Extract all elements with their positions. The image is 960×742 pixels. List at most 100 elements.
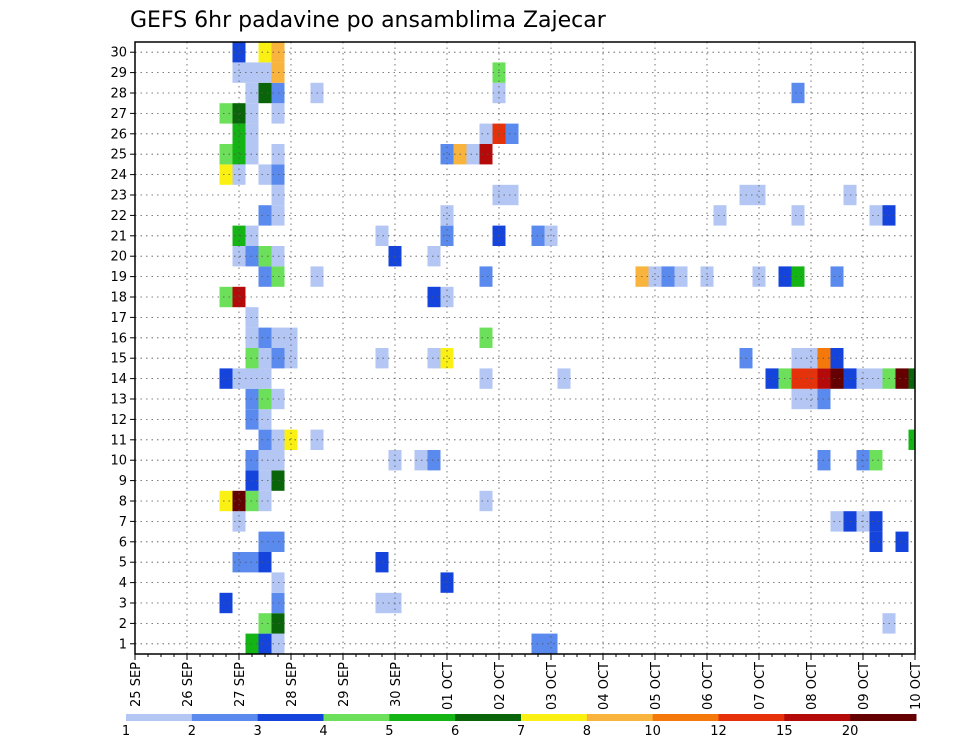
heatmap-cell xyxy=(258,266,272,287)
y-tick-label: 29 xyxy=(110,66,127,81)
y-tick-label: 5 xyxy=(119,556,127,571)
heatmap-cell xyxy=(648,266,662,287)
heatmap-cell xyxy=(232,144,246,165)
heatmap-cell xyxy=(752,266,766,287)
y-tick-label: 24 xyxy=(110,168,127,183)
colorbar-label: 8 xyxy=(583,724,591,739)
x-tick-label: 01 OCT xyxy=(441,662,456,710)
x-tick-label: 06 OCT xyxy=(701,662,716,710)
y-tick-label: 27 xyxy=(110,107,127,122)
y-tick-label: 28 xyxy=(110,87,127,102)
y-tick-label: 17 xyxy=(110,311,127,326)
heatmap-cell xyxy=(661,266,675,287)
x-tick-label: 27 SEP xyxy=(233,662,248,707)
heatmap-cell xyxy=(219,164,233,185)
heatmap-cell xyxy=(232,246,246,267)
colorbar-swatch xyxy=(652,714,719,721)
y-tick-label: 3 xyxy=(119,597,127,612)
heatmap-cell xyxy=(791,368,805,389)
x-tick-label: 04 OCT xyxy=(597,662,612,710)
grid-lines xyxy=(135,42,915,654)
heatmap-cell xyxy=(258,82,272,104)
colorbar-label: 1 xyxy=(122,724,130,739)
heatmap-cell xyxy=(284,429,298,450)
heatmap-cell xyxy=(258,164,272,185)
y-tick-label: 20 xyxy=(110,250,127,265)
y-tick-label: 2 xyxy=(119,617,127,632)
colorbar-swatch xyxy=(257,714,324,721)
heatmap-cell xyxy=(232,42,246,63)
heatmap-cell xyxy=(544,633,558,654)
heatmap-cell xyxy=(895,531,909,552)
x-tick-label: 28 SEP xyxy=(285,662,300,707)
colorbar-swatch xyxy=(191,714,259,721)
heatmap-cell xyxy=(258,327,272,348)
heatmap-cell xyxy=(258,368,272,389)
chart-title: GEFS 6hr padavine po ansamblima Zajecar xyxy=(130,8,607,33)
colorbar-label: 4 xyxy=(319,724,327,739)
y-tick-label: 19 xyxy=(110,270,127,285)
heatmap-cell xyxy=(427,246,441,267)
colorbar-label: 6 xyxy=(451,724,459,739)
heatmap-cell xyxy=(284,327,298,348)
heatmap-cell xyxy=(258,42,272,63)
heatmap-cell xyxy=(219,592,233,614)
heatmap-cell xyxy=(258,246,272,267)
y-tick-label: 13 xyxy=(110,393,127,408)
heatmap-cell xyxy=(830,511,844,532)
heatmap-cell xyxy=(479,266,493,287)
y-tick-label: 12 xyxy=(110,413,127,428)
colorbar-label: 20 xyxy=(842,724,859,739)
heatmap-cell xyxy=(869,531,883,552)
colorbar-label: 7 xyxy=(517,724,525,739)
y-tick-label: 6 xyxy=(119,535,127,550)
y-tick-label: 25 xyxy=(110,148,127,163)
colorbar-label: 2 xyxy=(188,724,196,739)
colorbar-legend: 1 2 3 4 5 6 7 8 10 12 15 20 xyxy=(122,714,917,739)
y-tick-label: 15 xyxy=(110,352,127,367)
heatmap-cell xyxy=(232,286,246,308)
heatmap-cell xyxy=(258,62,272,83)
heatmap-cell xyxy=(466,144,480,165)
x-tick-label: 29 SEP xyxy=(337,662,352,707)
heatmap-cell xyxy=(791,388,805,410)
colorbar-swatch xyxy=(784,714,851,721)
heatmap-cell xyxy=(479,123,493,144)
heatmap-cell xyxy=(375,552,389,573)
heatmap-cell xyxy=(479,144,493,165)
x-tick-label: 05 OCT xyxy=(649,662,664,710)
heatmap-cell xyxy=(427,450,441,471)
x-tick-label: 25 SEP xyxy=(129,662,144,707)
y-tick-label: 21 xyxy=(110,229,127,244)
x-tick-label: 30 SEP xyxy=(389,662,404,707)
y-tick-label: 18 xyxy=(110,291,127,306)
heatmap-cell xyxy=(440,572,454,593)
x-axis: 25 SEP 26 SEP 27 SEP 28 SEP 29 SEP 30 SEP 01 O… xyxy=(129,654,924,710)
heatmap-cell xyxy=(258,613,272,634)
heatmap-cell xyxy=(791,348,805,369)
heatmap-cell xyxy=(258,633,272,654)
x-tick-label: 07 OCT xyxy=(753,662,768,710)
y-tick-label: 1 xyxy=(119,637,127,652)
y-tick-label: 9 xyxy=(119,474,127,489)
x-tick-label: 02 OCT xyxy=(493,662,508,710)
heatmap-cell xyxy=(791,266,805,287)
heatmap-cell xyxy=(427,286,441,308)
heatmap-cell xyxy=(479,490,493,512)
heatmap-cells xyxy=(219,42,915,654)
heatmap-cell xyxy=(869,511,883,532)
colorbar-label: 10 xyxy=(644,724,661,739)
heatmap-cell xyxy=(232,103,246,124)
y-tick-label: 11 xyxy=(110,433,127,448)
heatmap-cell xyxy=(440,286,454,308)
colorbar-label: 12 xyxy=(710,724,727,739)
y-tick-label: 23 xyxy=(110,189,127,204)
heatmap-cell xyxy=(440,205,454,226)
x-tick-label: 10 OCT xyxy=(909,662,924,710)
heatmap-cell xyxy=(375,592,389,614)
y-tick-label: 7 xyxy=(119,515,127,530)
heatmap-cell xyxy=(258,429,272,450)
y-tick-label: 22 xyxy=(110,209,127,224)
heatmap-cell xyxy=(479,327,493,348)
